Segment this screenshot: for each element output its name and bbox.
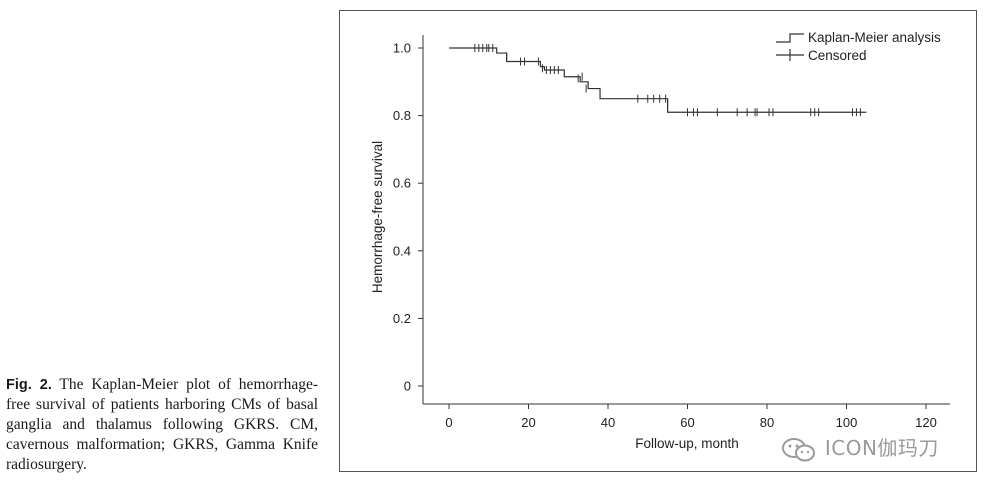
chart-frame — [339, 10, 977, 472]
y-tick-label: 0.8 — [393, 108, 411, 123]
y-tick-label: 1.0 — [393, 41, 411, 56]
x-tick-label: 80 — [760, 415, 774, 430]
wechat-icon — [782, 437, 815, 461]
legend-censored-label: Censored — [808, 48, 867, 63]
x-tick-label: 120 — [915, 415, 937, 430]
x-tick-label: 40 — [601, 415, 615, 430]
watermark-text: ICON伽玛刀 — [824, 436, 939, 460]
y-tick-label: 0.4 — [393, 243, 411, 258]
y-tick-label: 0 — [404, 379, 411, 394]
x-tick-label: 0 — [445, 415, 452, 430]
legend-km-label: Kaplan-Meier analysis — [808, 30, 941, 45]
y-tick-label: 0.6 — [393, 176, 411, 191]
figure-caption-text: The Kaplan-Meier plot of hemorrhage-free… — [6, 376, 318, 473]
x-tick-label: 60 — [680, 415, 694, 430]
figure-label: Fig. 2. — [6, 377, 52, 393]
y-axis-label: Hemorrhage-free survival — [370, 141, 385, 293]
x-axis-label: Follow-up, month — [635, 436, 739, 451]
x-tick-label: 20 — [521, 415, 535, 430]
y-tick-label: 0.2 — [393, 311, 411, 326]
x-tick-label: 100 — [836, 415, 858, 430]
figure-caption: Fig. 2. The Kaplan-Meier plot of hemorrh… — [6, 375, 318, 475]
legend-km-symbol — [776, 33, 804, 43]
km-survival-line — [449, 47, 867, 113]
watermark: ICON伽玛刀 — [780, 432, 939, 463]
